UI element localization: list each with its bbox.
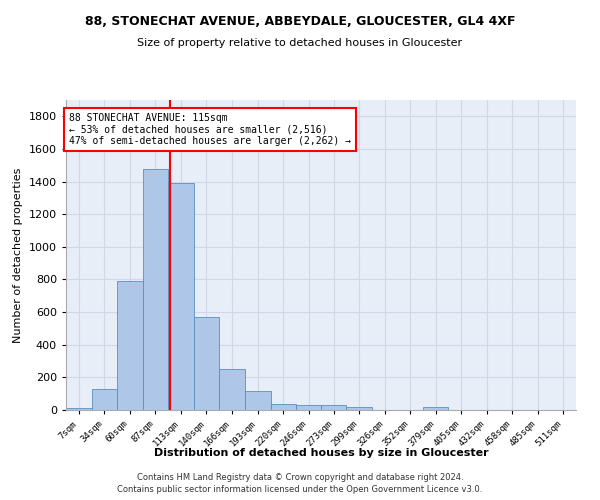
- Y-axis label: Number of detached properties: Number of detached properties: [13, 168, 23, 342]
- Text: Size of property relative to detached houses in Gloucester: Size of property relative to detached ho…: [137, 38, 463, 48]
- Text: Distribution of detached houses by size in Gloucester: Distribution of detached houses by size …: [154, 448, 488, 458]
- Bar: [194, 316, 219, 410]
- Bar: [271, 404, 296, 410]
- Bar: [143, 168, 168, 410]
- Text: 88 STONECHAT AVENUE: 115sqm
← 53% of detached houses are smaller (2,516)
47% of : 88 STONECHAT AVENUE: 115sqm ← 53% of det…: [69, 113, 351, 146]
- Bar: [66, 408, 92, 410]
- Bar: [219, 370, 245, 410]
- Bar: [322, 405, 346, 410]
- Bar: [296, 405, 322, 410]
- Bar: [346, 407, 373, 410]
- Bar: [245, 391, 271, 410]
- Text: 88, STONECHAT AVENUE, ABBEYDALE, GLOUCESTER, GL4 4XF: 88, STONECHAT AVENUE, ABBEYDALE, GLOUCES…: [85, 15, 515, 28]
- Text: Contains public sector information licensed under the Open Government Licence v3: Contains public sector information licen…: [118, 485, 482, 494]
- Text: Contains HM Land Registry data © Crown copyright and database right 2024.: Contains HM Land Registry data © Crown c…: [137, 472, 463, 482]
- Bar: [168, 184, 194, 410]
- Bar: [92, 389, 117, 410]
- Bar: [117, 280, 143, 410]
- Bar: [423, 407, 448, 410]
